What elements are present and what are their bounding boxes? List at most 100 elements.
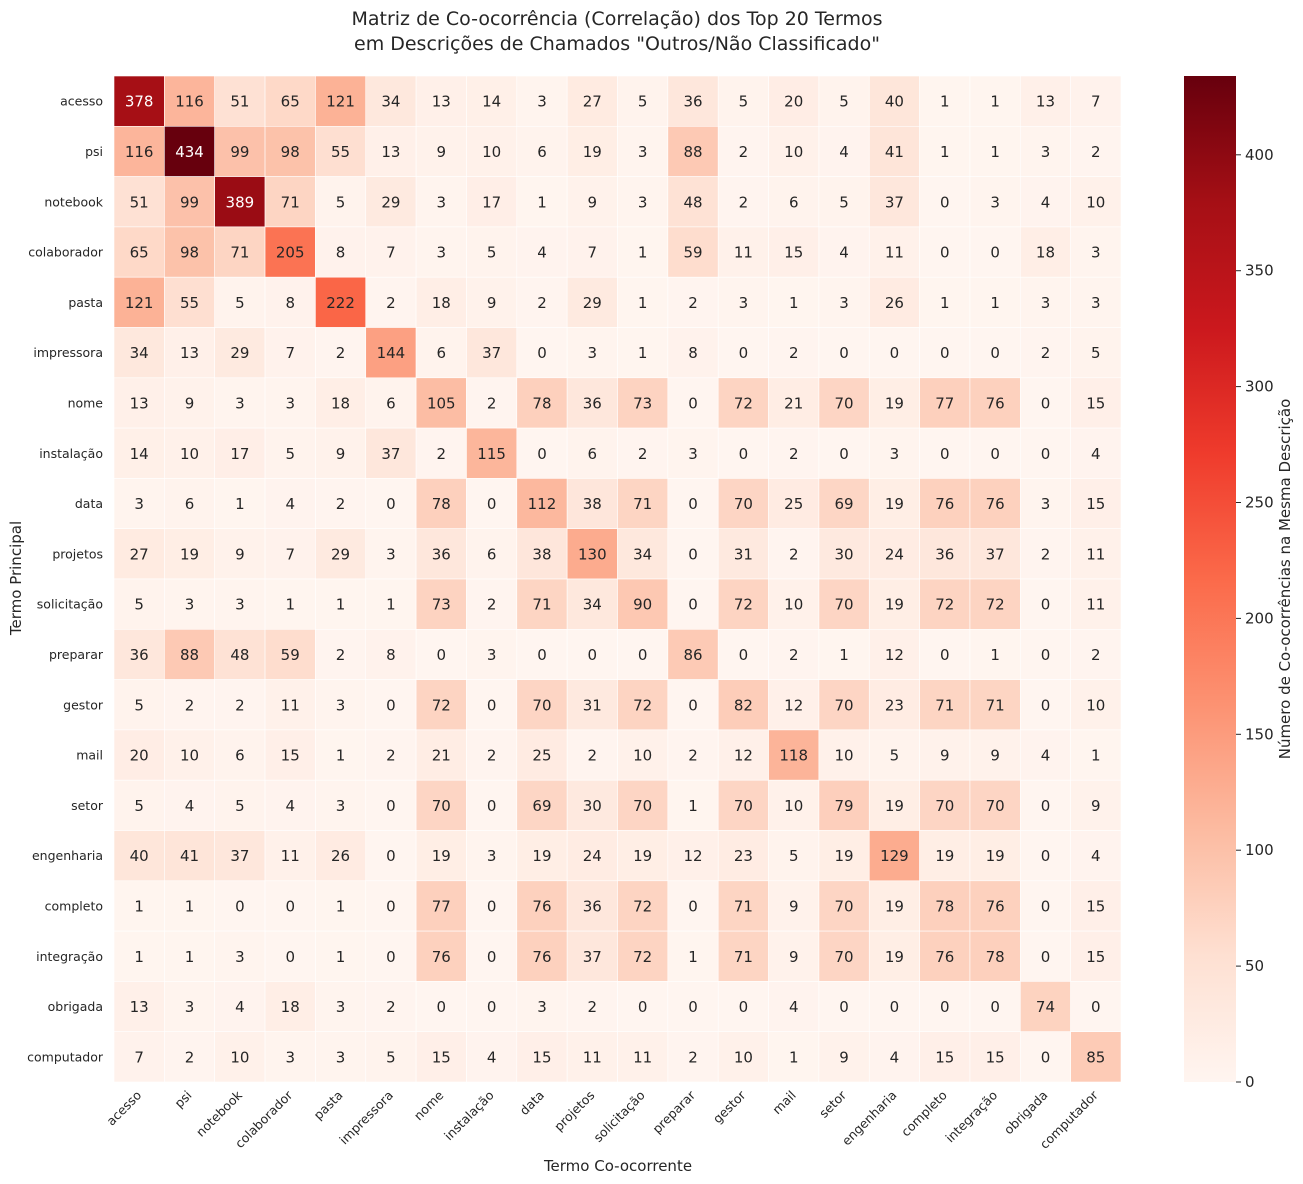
cell-value-label: 5: [890, 747, 900, 765]
cell-value-label: 0: [688, 696, 698, 714]
chart-title-line-2: em Descrições de Chamados "Outros/Não Cl…: [354, 33, 880, 55]
cell-value-label: 2: [235, 696, 245, 714]
cell-value-label: 72: [986, 596, 1005, 614]
heatmap-cell: [667, 75, 719, 127]
heatmap-cell: [264, 930, 316, 982]
cell-value-label: 1: [285, 596, 295, 614]
cell-value-label: 40: [885, 93, 904, 111]
heatmap-cell: [1070, 427, 1122, 479]
cell-value-label: 3: [1091, 294, 1101, 312]
cell-value-label: 11: [1086, 545, 1105, 563]
heatmap-cell: [919, 427, 971, 479]
row-tick-label: notebook: [44, 194, 103, 209]
cell-value-label: 112: [528, 495, 557, 513]
cell-value-label: 65: [130, 244, 149, 262]
cell-value-label: 18: [432, 294, 451, 312]
cell-value-label: 1: [789, 294, 799, 312]
column-tick-label: obrigada: [1001, 1088, 1051, 1138]
cell-value-label: 5: [638, 93, 648, 111]
heatmap-cell: [617, 779, 669, 831]
cell-value-label: 0: [386, 696, 396, 714]
heatmap-cell: [315, 126, 367, 177]
heatmap-cell: [315, 75, 367, 127]
heatmap-cell: [919, 75, 971, 127]
heatmap-cell: [214, 628, 266, 680]
cell-value-label: 40: [130, 847, 149, 865]
cell-value-label: 5: [1091, 344, 1101, 362]
heatmap-cell: [768, 226, 820, 278]
cell-value-label: 17: [482, 193, 501, 211]
cell-value-label: 34: [130, 344, 149, 362]
cell-value-label: 7: [285, 545, 295, 563]
cell-value-label: 76: [532, 897, 551, 915]
row-tick-label: obrigada: [48, 999, 103, 1014]
cell-value-label: 11: [583, 1048, 602, 1066]
heatmap-cell: [969, 729, 1021, 781]
cell-value-label: 14: [482, 93, 501, 111]
cell-value-label: 76: [935, 948, 954, 966]
cell-value-label: 9: [336, 445, 346, 463]
cell-value-label: 30: [835, 545, 854, 563]
cell-value-label: 116: [175, 93, 204, 111]
cell-value-label: 9: [839, 1048, 849, 1066]
cell-value-label: 72: [734, 596, 753, 614]
cell-value-label: 0: [638, 998, 648, 1016]
cell-value-label: 11: [885, 244, 904, 262]
cell-value-label: 0: [739, 998, 749, 1016]
cell-value-label: 1: [336, 948, 346, 966]
cell-value-label: 1: [185, 897, 195, 915]
cell-value-label: 378: [125, 93, 154, 111]
cell-value-label: 99: [180, 193, 199, 211]
cell-value-label: 0: [487, 948, 497, 966]
heatmap-cell: [1070, 830, 1122, 882]
cell-value-label: 19: [583, 143, 602, 161]
cell-value-label: 31: [583, 696, 602, 714]
cell-value-label: 2: [688, 294, 698, 312]
cell-value-label: 5: [134, 696, 144, 714]
cell-value-label: 3: [235, 394, 245, 412]
heatmap-cell: [1019, 75, 1071, 127]
cell-value-label: 0: [638, 646, 648, 664]
cell-value-label: 25: [532, 747, 551, 765]
cell-value-label: 9: [437, 143, 447, 161]
colorbar-tick-label: 350: [1245, 262, 1274, 280]
cell-value-label: 38: [532, 545, 551, 563]
cell-value-label: 15: [532, 1048, 551, 1066]
heatmap-cell: [516, 226, 568, 278]
heatmap-cell: [365, 830, 417, 882]
cell-value-label: 1: [990, 294, 1000, 312]
heatmap-cell: [113, 729, 165, 781]
heatmap-cell: [164, 830, 216, 882]
cell-value-label: 1: [789, 1048, 799, 1066]
heatmap-cell: [466, 729, 518, 781]
heatmap-cell: [969, 427, 1021, 479]
heatmap-cell: [516, 276, 568, 328]
heatmap-cell: [566, 981, 618, 1033]
row-tick-label: gestor: [63, 697, 104, 712]
cell-value-label: 15: [281, 747, 300, 765]
cell-value-label: 121: [125, 294, 154, 312]
cell-value-label: 13: [1036, 93, 1055, 111]
cell-value-label: 1: [940, 143, 950, 161]
cell-value-label: 48: [230, 646, 249, 664]
heatmap-cell: [868, 276, 920, 328]
cell-value-label: 3: [235, 596, 245, 614]
cell-value-label: 71: [986, 696, 1005, 714]
heatmap-cell: [516, 981, 568, 1033]
heatmap-cell: [768, 930, 820, 982]
cell-value-label: 3: [487, 646, 497, 664]
cell-value-label: 29: [583, 294, 602, 312]
cell-value-label: 4: [1041, 747, 1051, 765]
heatmap-cell: [315, 427, 367, 479]
heatmap-cell: [113, 226, 165, 278]
cell-value-label: 1: [688, 797, 698, 815]
heatmap-cell: [516, 528, 568, 580]
heatmap-cell: [1019, 1031, 1071, 1083]
heatmap-cell: [113, 628, 165, 680]
cell-value-label: 78: [432, 495, 451, 513]
heatmap-cell: [466, 226, 518, 278]
cell-value-label: 4: [839, 244, 849, 262]
cell-value-label: 71: [734, 948, 753, 966]
cell-value-label: 29: [331, 545, 350, 563]
